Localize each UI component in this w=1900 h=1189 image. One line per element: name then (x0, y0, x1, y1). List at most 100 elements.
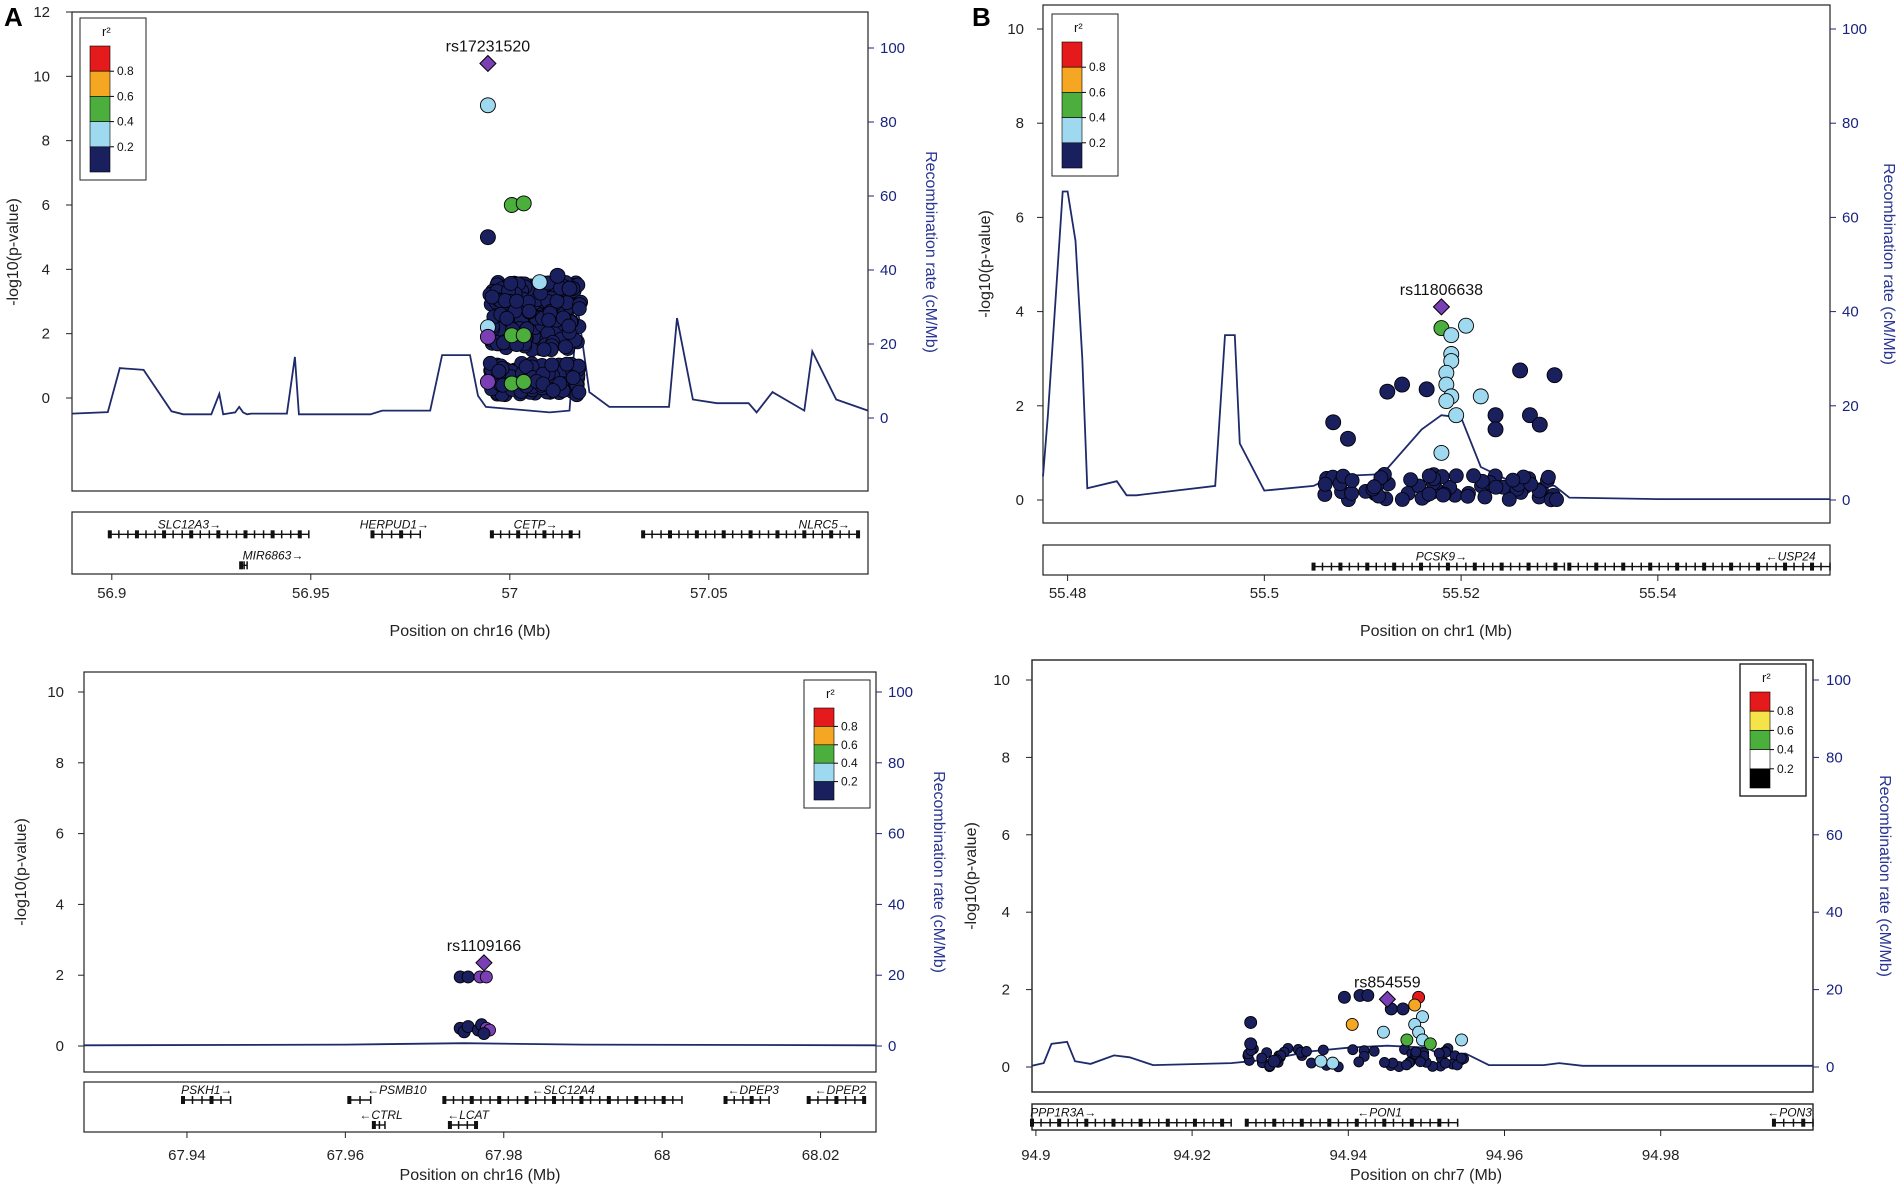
cetp-rtick-label: 0 (880, 410, 888, 427)
lcat-legend-swatch (813, 781, 835, 801)
pon1-gene-exon (1203, 1118, 1205, 1127)
pon1-ytick-label: 6 (1002, 827, 1010, 844)
cetp-legend-tick-label: 0.6 (117, 89, 134, 103)
cetp-gene-exon (542, 530, 547, 539)
lcat-gene-exon (524, 1096, 529, 1104)
pon1-snp-point (1314, 1054, 1328, 1068)
cetp-ylabel-right: Recombination rate (cM/Mb) (922, 151, 939, 353)
cetp-snp-point (561, 318, 577, 334)
pon1-plot-area (1031, 659, 1814, 1093)
lcat-snp-point (477, 1027, 491, 1041)
cetp-gene-exon (829, 530, 834, 539)
lcat-gene-exon (749, 1096, 754, 1104)
cetp-xtick-label: 57.05 (690, 585, 728, 602)
pcsk9-legend-title: r² (1074, 20, 1083, 35)
lcat-xtick-label: 67.98 (485, 1147, 523, 1164)
pcsk9-gene-exon (1567, 562, 1572, 571)
pon1-legend-swatch (1749, 749, 1771, 770)
pcsk9-gene-exon (1775, 562, 1777, 571)
lcat-legend-tick-label: 0.8 (841, 719, 858, 733)
pon1-gene-exon (1230, 1118, 1232, 1127)
lcat-gene-exon (347, 1096, 352, 1104)
cetp-snp-point (509, 293, 525, 309)
pcsk9-snp-point (1421, 486, 1437, 502)
cetp-gene-exon (189, 530, 194, 539)
cetp-gene-exon (208, 530, 211, 539)
pcsk9-rtick-label: 0 (1842, 492, 1850, 509)
cetp-gene-exon (667, 530, 672, 539)
pcsk9-snp-point (1379, 383, 1396, 400)
cetp-ytick-label: 6 (42, 197, 50, 214)
pon1-gene-exon (1185, 1118, 1187, 1127)
pon1-gene-exon (1437, 1118, 1442, 1127)
lcat-gene-exon (209, 1096, 214, 1104)
pcsk9-snp-point (1458, 317, 1474, 334)
pcsk9-gene-exon (1330, 562, 1333, 571)
pon1-gene-label: ←PON3 (1767, 1106, 1812, 1120)
pon1-gene-exon (1255, 1118, 1257, 1127)
cetp-rtick-label: 100 (880, 40, 905, 57)
cetp-rtick-label: 80 (880, 114, 897, 131)
pcsk9-gene-exon (1739, 562, 1741, 571)
lcat-gene-exon (447, 1121, 452, 1129)
pon1-gene-exon (1299, 1118, 1304, 1127)
pcsk9-gene-exon (1429, 562, 1431, 571)
pcsk9-ytick-label: 2 (1016, 398, 1024, 415)
pcsk9-gene-exon (1518, 562, 1521, 571)
lcat-gene-exon (201, 1096, 203, 1104)
panel-label-a: A (4, 2, 23, 32)
pcsk9-snp-point (1443, 327, 1460, 344)
pon1-xtick-label: 94.92 (1173, 1147, 1211, 1164)
pcsk9-snp-point (1522, 407, 1538, 424)
pon1-gene-exon (1812, 1118, 1814, 1127)
cetp-legend-swatch (89, 146, 111, 173)
cetp-legend-swatch (89, 70, 111, 97)
lcat-legend-tick-label: 0.6 (841, 738, 858, 752)
pcsk9-gene-exon (1438, 562, 1440, 571)
cetp-gene-exon (489, 530, 494, 539)
pon1-gene-exon (1354, 1118, 1359, 1127)
pcsk9-ylabel: -log10(p-value) (977, 210, 994, 318)
pcsk9-gene-exon (1384, 562, 1386, 571)
lcat-gene-exon (672, 1096, 674, 1104)
pon1-rtick-label: 80 (1826, 749, 1843, 766)
cetp-rtick-label: 40 (880, 262, 897, 279)
lcat-snp-point (479, 970, 493, 984)
pon1-snp-point (1267, 1054, 1281, 1068)
pon1-rtick-label: 60 (1826, 827, 1843, 844)
lcat-legend-swatch (813, 762, 835, 782)
pcsk9-gene-exon (1820, 562, 1822, 571)
cetp-ytick-label: 0 (42, 390, 50, 407)
pcsk9-gene-exon (1766, 562, 1768, 571)
cetp-gene-label: CETP→ (514, 517, 558, 531)
pcsk9-legend-tick-label: 0.4 (1089, 111, 1106, 125)
pcsk9-legend-tick-label: 0.6 (1089, 85, 1106, 99)
pcsk9-gene-exon (1586, 562, 1589, 571)
pcsk9-gene-exon (1631, 562, 1633, 571)
lcat-gene-exon (617, 1096, 619, 1104)
lcat-gene-exon (562, 1096, 564, 1104)
cetp-snp-point (484, 289, 500, 305)
cetp-gene-exon (253, 530, 256, 539)
lcat-rtick-label: 20 (888, 967, 905, 984)
pon1-gene-exon (1130, 1118, 1133, 1127)
lcat-legend-swatch (813, 707, 835, 727)
pcsk9-xtick-label: 55.52 (1442, 585, 1480, 602)
pon1-snp-point (1368, 1045, 1380, 1057)
pcsk9-ytick-label: 6 (1016, 209, 1024, 226)
lcat-gene-exon (516, 1096, 519, 1104)
pon1-gene-exon (1138, 1118, 1143, 1127)
cetp-gene-exon (660, 530, 662, 539)
lcat-xtick-label: 67.96 (327, 1147, 365, 1164)
pcsk9-snp-point (1487, 407, 1504, 424)
lcat-gene-label: PSKH1→ (181, 1083, 232, 1097)
cetp-gene-exon (721, 530, 726, 539)
pcsk9-legend-tick-label: 0.2 (1089, 136, 1106, 150)
pcsk9-gene-exon (1338, 562, 1343, 571)
pcsk9-gene-exon (1756, 562, 1761, 571)
pcsk9-legend-swatch (1061, 142, 1083, 169)
cetp-gene-exon (748, 530, 753, 539)
lcat-rtick-label: 80 (888, 755, 905, 772)
pon1-snp-point (1415, 1056, 1426, 1068)
